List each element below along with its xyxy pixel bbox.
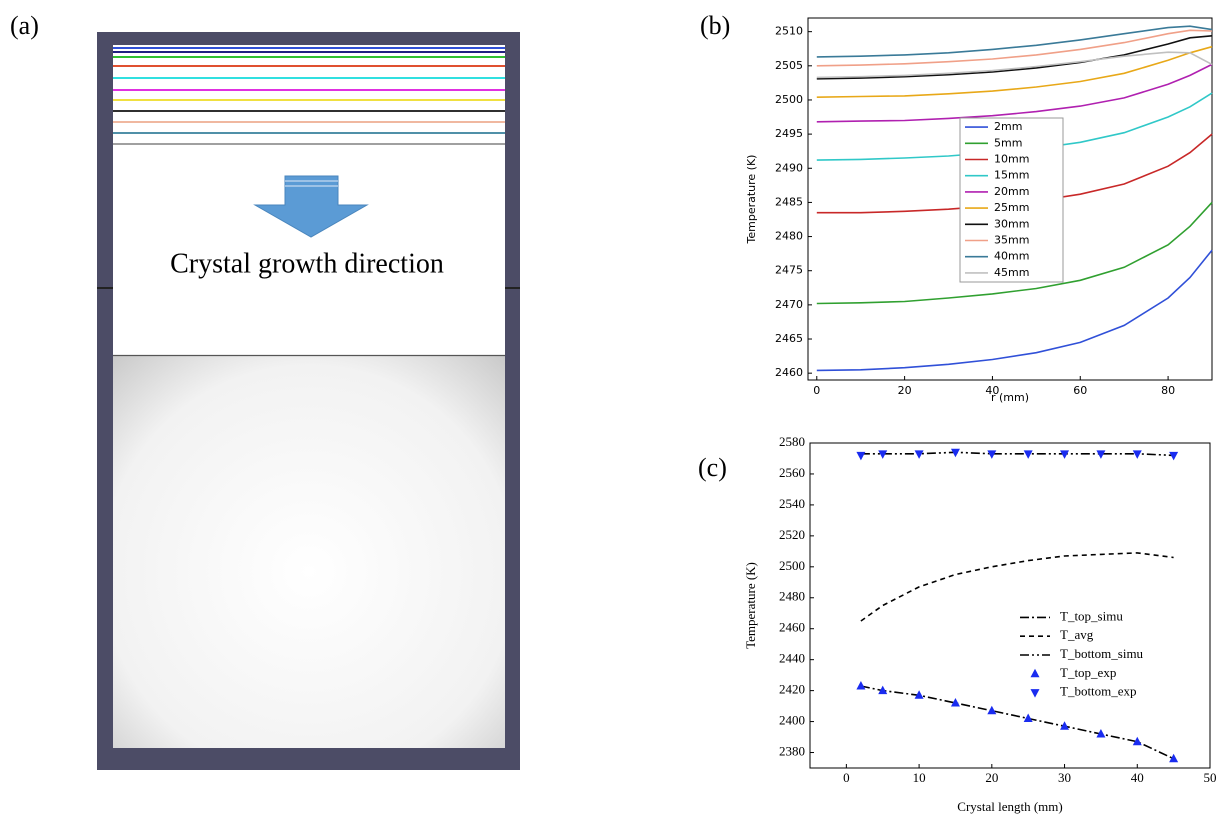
marker — [856, 681, 865, 690]
x-tick-label: 40 — [1131, 770, 1144, 785]
y-tick-label: 2440 — [779, 651, 805, 666]
x-tick-label: 0 — [813, 384, 820, 397]
marker — [915, 450, 924, 459]
x-tick-label: 30 — [1058, 770, 1071, 785]
y-tick-label: 2500 — [775, 93, 803, 106]
legend-label: 35mm — [994, 234, 1029, 247]
x-tick-label: 80 — [1161, 384, 1175, 397]
x-tick-label: 0 — [843, 770, 850, 785]
marker — [987, 706, 996, 715]
legend-label: T_avg — [1060, 627, 1094, 642]
chart: (c) 2380 2400 2420 2440 2460 2480 2500 2520 2540 2… — [698, 434, 1217, 814]
x-axis-label: Crystal length (mm) — [957, 799, 1062, 814]
y-axis-label: Temperature (K) — [743, 562, 758, 649]
plot-frame — [810, 443, 1210, 768]
x-tick-label: 10 — [913, 770, 926, 785]
legend-label: 45mm — [994, 266, 1029, 279]
y-tick-label: 2380 — [779, 744, 805, 759]
y-tick-label: 2480 — [779, 589, 805, 604]
legend-label: 5mm — [994, 136, 1022, 149]
legend-label: T_bottom_exp — [1060, 684, 1137, 699]
legend-label: 40mm — [994, 250, 1029, 263]
y-tick-label: 2480 — [775, 230, 803, 243]
legend-label: T_top_exp — [1060, 665, 1116, 680]
panel-a: (a) Crystal growth direction — [10, 11, 520, 770]
melt-region — [113, 356, 505, 748]
panel-label: (c) — [698, 453, 727, 482]
x-tick-label: 60 — [1073, 384, 1087, 397]
line — [817, 64, 1212, 121]
legend-label: 15mm — [994, 169, 1029, 182]
marker — [1133, 450, 1142, 459]
legend-label: T_bottom_simu — [1060, 646, 1144, 661]
line — [861, 452, 1174, 455]
y-tick-label: 2460 — [779, 620, 805, 635]
legend-label: 10mm — [994, 153, 1029, 166]
legend-marker — [1031, 669, 1040, 678]
x-tick-label: 20 — [898, 384, 912, 397]
figure: (a) Crystal growth direction (b) 2460 2465… — [0, 0, 1218, 819]
y-tick-label: 2460 — [775, 366, 803, 379]
y-tick-label: 2495 — [775, 127, 803, 140]
x-tick-label: 20 — [985, 770, 998, 785]
x-axis-label: r (mm) — [991, 391, 1029, 404]
marker — [856, 452, 865, 461]
legend-marker — [1031, 689, 1040, 698]
line — [861, 553, 1174, 621]
y-tick-label: 2505 — [775, 59, 803, 72]
page: {"diagram": {"label": "(a)", "annotation… — [0, 0, 1218, 819]
legend-label: T_top_simu — [1060, 608, 1123, 623]
y-axis-label: Temperature (K) — [745, 155, 758, 245]
y-tick-label: 2475 — [775, 264, 803, 277]
marker — [1024, 450, 1033, 459]
y-tick-label: 2500 — [779, 558, 805, 573]
marker — [1169, 452, 1178, 461]
y-tick-label: 2510 — [775, 25, 803, 38]
x-tick-label: 50 — [1204, 770, 1217, 785]
marker — [1024, 713, 1033, 722]
y-tick-label: 2400 — [779, 713, 805, 728]
y-tick-label: 2490 — [775, 161, 803, 174]
line — [817, 26, 1212, 57]
y-tick-label: 2470 — [775, 298, 803, 311]
y-tick-label: 2485 — [775, 195, 803, 208]
y-tick-label: 2540 — [779, 496, 805, 511]
chart: (b) 2460 2465 2470 2475 2480 2485 2490 2495 2500 2… — [700, 11, 1212, 404]
annotation: Crystal growth direction — [170, 248, 444, 279]
panel-label: (b) — [700, 11, 730, 40]
panel-label: (a) — [10, 11, 39, 40]
legend-label: 30mm — [994, 217, 1029, 230]
y-tick-label: 2560 — [779, 465, 805, 480]
legend-label: 20mm — [994, 185, 1029, 198]
legend-label: 2mm — [994, 120, 1022, 133]
y-tick-label: 2520 — [779, 527, 805, 542]
legend-label: 25mm — [994, 201, 1029, 214]
y-tick-label: 2580 — [779, 434, 805, 449]
y-tick-label: 2465 — [775, 332, 803, 345]
y-tick-label: 2420 — [779, 682, 805, 697]
